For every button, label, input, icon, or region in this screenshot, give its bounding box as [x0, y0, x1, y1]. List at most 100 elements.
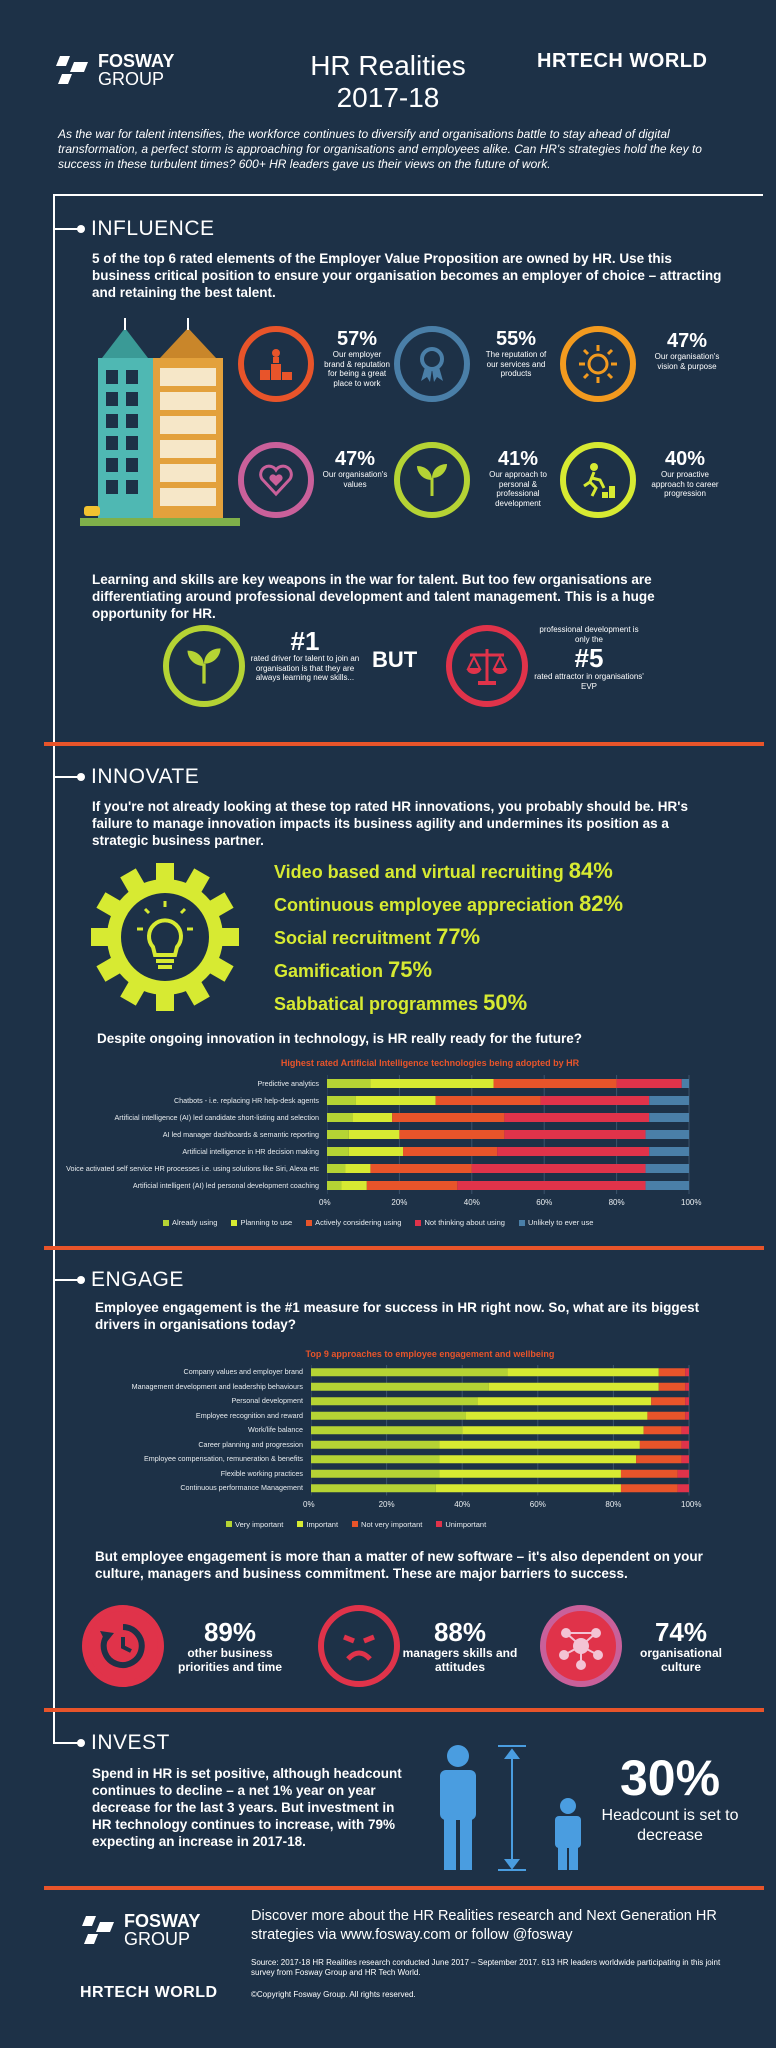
barrier-pct: 88%	[433, 1617, 487, 1647]
clock-arrow-icon-circle	[82, 1605, 164, 1687]
bar-segment	[507, 1368, 659, 1377]
legend-label: Planning to use	[240, 1218, 293, 1227]
legend-item: Not thinking about using	[415, 1218, 505, 1227]
rank1-big: #1	[290, 626, 320, 656]
bar-segment	[311, 1382, 489, 1391]
stat-desc: The reputation of our services and produ…	[485, 350, 547, 378]
category-label: Employee recognition and reward	[195, 1410, 303, 1420]
hrtech-world-logo-footer: HRTECH WORLD	[80, 1984, 218, 2001]
podium-icon	[260, 349, 292, 380]
engage-heading: ENGAGE	[53, 1268, 184, 1292]
bar-segment	[685, 1397, 689, 1406]
influence-label: INFLUENCE	[91, 217, 215, 240]
headcount-stat: 30% Headcount is set to decrease	[595, 1750, 745, 1846]
category-label: Chatbots - i.e. replacing HR help-desk a…	[173, 1095, 319, 1105]
brand-line2: GROUP	[124, 1929, 191, 1949]
headcount-people-icon	[440, 1745, 581, 1871]
bar-segment	[327, 1096, 356, 1105]
left-rail	[53, 194, 55, 1744]
bar-segment	[462, 1426, 644, 1435]
sad-face-icon	[343, 1634, 375, 1661]
tick-label: 20%	[378, 1499, 395, 1509]
brand-line1: FOSWAY	[98, 51, 175, 71]
bar-segment	[327, 1147, 349, 1156]
category-label: Artificial intelligence in HR decision m…	[182, 1146, 319, 1156]
category-label: Management development and leadership be…	[131, 1381, 303, 1391]
tick-label: 0%	[319, 1198, 331, 1207]
intro-text: As the war for talent intensifies, the w…	[58, 127, 702, 171]
bar-segment	[311, 1484, 436, 1493]
bar-segment	[392, 1113, 505, 1122]
innovate-label: INNOVATE	[91, 765, 200, 788]
scales-icon-circle	[446, 625, 528, 707]
sprout-icon-circle	[394, 442, 470, 518]
invest-para: Spend in HR is set positive, although he…	[92, 1766, 402, 1849]
rank5-text: professional development is only the #5 …	[534, 625, 644, 691]
bar-segment	[620, 1484, 678, 1493]
bar-segment	[685, 1368, 689, 1377]
barrier-pct: 89%	[203, 1617, 257, 1647]
tick-label: 60%	[536, 1198, 553, 1207]
bar-segment	[685, 1411, 689, 1420]
category-label: Voice activated self service HR processe…	[66, 1163, 319, 1173]
stat-pct: 41%	[497, 448, 539, 470]
source-text: Source: 2017-18 HR Realities research co…	[251, 1958, 721, 1977]
legend-swatch	[415, 1219, 422, 1226]
bar-segment	[647, 1411, 686, 1420]
brand-line2: GROUP	[98, 69, 165, 89]
barrier-pct: 74%	[654, 1617, 708, 1647]
headcount-desc: Headcount is set to decrease	[601, 1807, 739, 1844]
copyright-text: ©Copyright Fosway Group. All rights rese…	[251, 1990, 416, 1999]
legend-swatch	[226, 1521, 232, 1527]
legend-swatch	[436, 1521, 443, 1527]
legend-label: Not very important	[361, 1519, 423, 1529]
barrier-time: 89% other business priorities and time	[170, 1618, 290, 1674]
bar-segment	[366, 1181, 458, 1190]
page-title: HR Realities 2017-18	[0, 50, 776, 114]
tick-label: 100%	[681, 1499, 702, 1509]
title-line2: 2017-18	[336, 82, 440, 113]
stat-pct: 47%	[666, 330, 708, 352]
stat-pct: 55%	[495, 328, 537, 350]
legend-item: Important	[297, 1520, 338, 1529]
ai-chart-plot	[327, 1075, 690, 1194]
stat-pct: 40%	[664, 448, 706, 470]
stat-reputation: 55% The reputation of our services and p…	[482, 328, 550, 379]
barrier-culture: 74% organisational culture	[626, 1618, 736, 1674]
engage-label: ENGAGE	[91, 1268, 184, 1291]
podium-icon-circle	[238, 326, 314, 402]
legend-swatch	[306, 1219, 313, 1226]
tick-label: 80%	[605, 1499, 622, 1509]
bar-segment	[439, 1455, 637, 1464]
bar-segment	[649, 1113, 689, 1122]
award-ribbon-icon-circle	[394, 326, 470, 402]
category-label: Career planning and progression	[198, 1439, 303, 1449]
category-label: Company values and employer brand	[183, 1367, 303, 1377]
legend-label: Not thinking about using	[424, 1218, 505, 1227]
legend-swatch	[231, 1219, 238, 1226]
tick-label: 100%	[681, 1198, 702, 1207]
bar-segment	[651, 1397, 686, 1406]
fosway-logo: FOSWAY GROUP	[54, 52, 174, 88]
legend-swatch	[518, 1219, 525, 1226]
bar-segment	[649, 1147, 689, 1156]
legend-item: Already using	[163, 1218, 217, 1227]
bar-segment	[311, 1426, 463, 1435]
hrtech-world-logo: HRTECH WORLD	[537, 50, 708, 72]
stat-vision: 47% Our organisation's vision & purpose	[652, 330, 722, 371]
office-building-illustration	[80, 318, 240, 526]
legend-label: Unimportant	[445, 1519, 487, 1529]
bar-segment	[639, 1440, 682, 1449]
sun-icon	[579, 345, 617, 383]
section-divider	[44, 1886, 764, 1890]
chart-legend: Already using Planning to use Actively con…	[163, 1218, 593, 1227]
stat-desc: Our approach to personal & professional …	[489, 470, 547, 508]
legend-item: Very important	[226, 1520, 283, 1529]
bar-segment	[327, 1164, 346, 1173]
bar-segment	[403, 1147, 498, 1156]
influence-heading: INFLUENCE	[53, 217, 215, 241]
rank5-pre: professional development is only the	[539, 625, 639, 644]
stat-development: 41% Our approach to personal & professio…	[486, 448, 550, 508]
runner-steps-icon	[583, 463, 615, 498]
bar-segment	[348, 1130, 400, 1139]
